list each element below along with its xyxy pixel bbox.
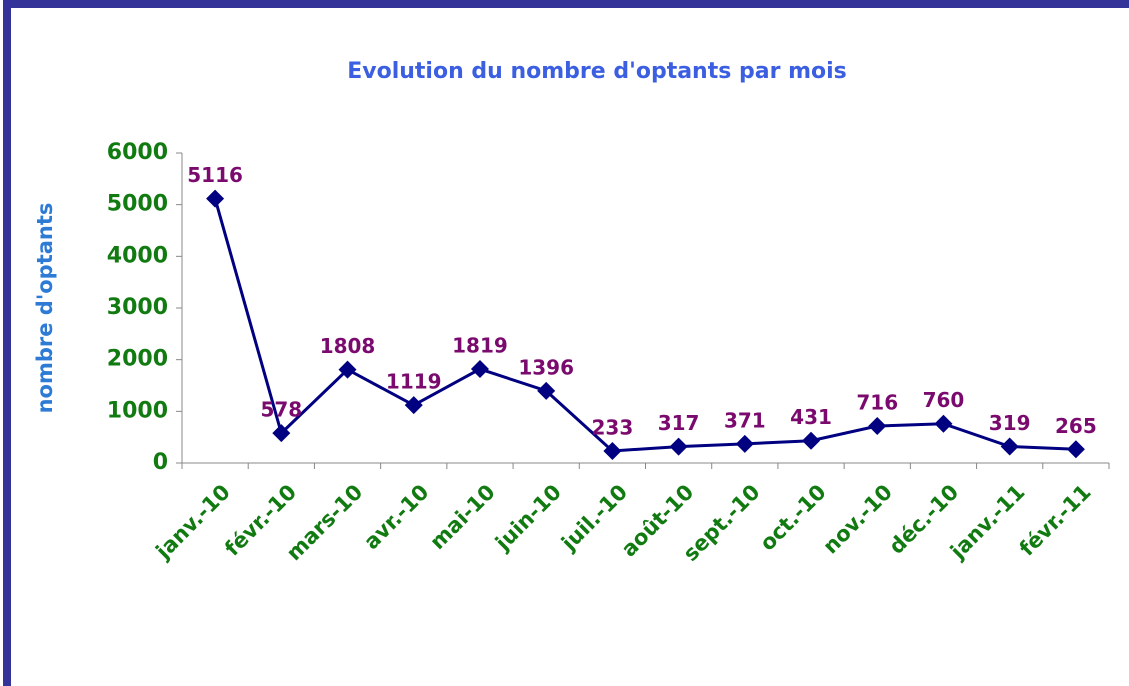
data-label: 1808 xyxy=(320,334,376,358)
data-label: 1819 xyxy=(452,334,508,358)
y-tick-label: 0 xyxy=(153,450,168,475)
y-tick-label: 6000 xyxy=(107,140,168,165)
line xyxy=(213,198,1076,453)
data-label: 716 xyxy=(856,391,898,415)
marker xyxy=(470,360,489,379)
marker xyxy=(669,437,688,456)
data-label: 578 xyxy=(260,398,302,422)
marker xyxy=(735,434,754,453)
data-label: 5116 xyxy=(187,163,243,187)
marker xyxy=(206,189,225,208)
data-label: 1119 xyxy=(386,370,442,394)
marker xyxy=(1066,440,1085,459)
marker xyxy=(603,441,622,460)
data-label: 265 xyxy=(1055,414,1097,438)
data-label: 233 xyxy=(592,415,634,439)
marker xyxy=(868,417,887,436)
y-tick-label: 5000 xyxy=(107,192,168,217)
frame xyxy=(3,0,1129,686)
data-label: 319 xyxy=(989,411,1031,435)
marker xyxy=(338,360,357,379)
chart-title: Evolution du nombre d'optants par mois xyxy=(347,59,847,84)
data-label: 1396 xyxy=(518,355,574,379)
marker xyxy=(934,414,953,433)
data-label: 317 xyxy=(658,411,700,435)
y-tick-label: 2000 xyxy=(107,347,168,372)
y-tick-label: 4000 xyxy=(107,243,168,268)
y-tick-label: 3000 xyxy=(107,295,168,320)
data-label: 760 xyxy=(923,388,965,412)
data-label: 371 xyxy=(724,408,766,432)
marker xyxy=(802,431,821,450)
marker xyxy=(537,381,556,400)
marker xyxy=(404,396,423,415)
marker xyxy=(1000,437,1019,456)
y-tick-label: 1000 xyxy=(107,398,168,423)
data-label: 431 xyxy=(790,405,832,429)
marker xyxy=(272,424,291,443)
y-axis-label: nombre d'optants xyxy=(33,203,57,414)
